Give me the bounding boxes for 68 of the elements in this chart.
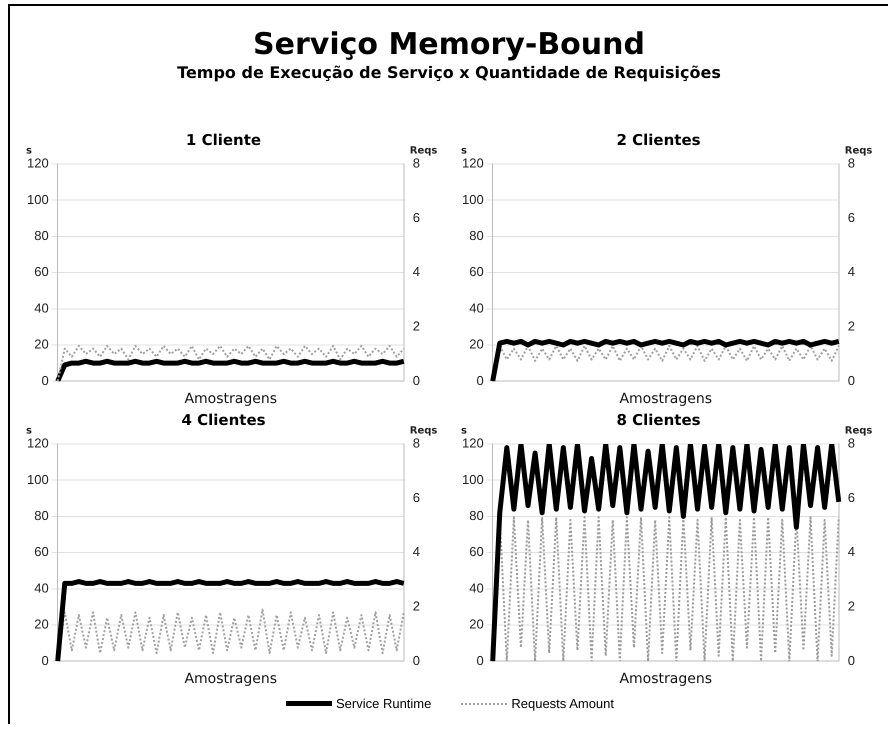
y-axis-title: s <box>26 146 32 157</box>
x-axis-title: Amostragens <box>184 671 278 688</box>
x-axis-title: Amostragens <box>619 671 712 688</box>
y2-tick-label: 2 <box>848 598 856 614</box>
y2-axis-title: Reqs <box>410 146 438 157</box>
text: Tempo de Execução de Serviço x Quantidade de Requisições <box>176 62 722 84</box>
chart-title: 1 Cliente <box>186 130 262 149</box>
y-tick-label: 100 <box>462 192 484 207</box>
chart-title: 8 Clientes <box>616 410 701 429</box>
text: Serviço Memory-Bound <box>252 27 646 62</box>
y-tick-label: 0 <box>41 372 49 388</box>
y2-tick-label: 6 <box>848 490 856 505</box>
y2-tick-label: 0 <box>412 652 420 668</box>
y2-tick-label: 0 <box>848 372 856 388</box>
chart-title: 4 Clientes <box>181 410 266 429</box>
y2-tick-label: 6 <box>848 210 856 225</box>
y2-tick-label: 2 <box>848 318 856 334</box>
y-tick-label: 60 <box>469 544 484 560</box>
x-axis-title: Amostragens <box>619 391 712 408</box>
y-tick-label: 60 <box>34 264 49 280</box>
y2-tick-label: 8 <box>848 436 856 451</box>
y2-tick-label: 4 <box>848 544 856 560</box>
y2-tick-label: 8 <box>848 156 856 171</box>
y-tick-label: 20 <box>34 616 49 632</box>
y-tick-label: 0 <box>476 652 484 668</box>
y-axis-title: s <box>26 426 32 437</box>
legend-label: Requests Amount <box>511 696 614 711</box>
y2-tick-label: 0 <box>848 652 856 668</box>
y-tick-label: 60 <box>34 544 49 560</box>
y-tick-label: 20 <box>34 336 49 352</box>
y-tick-label: 60 <box>469 264 484 280</box>
y-tick-label: 120 <box>26 156 49 171</box>
y2-tick-label: 2 <box>412 318 420 334</box>
y2-tick-label: 0 <box>412 372 420 388</box>
y-tick-label: 80 <box>34 508 49 523</box>
y-axis-title: s <box>461 146 467 157</box>
y-tick-label: 100 <box>462 472 484 487</box>
legend-label: Service Runtime <box>336 696 432 711</box>
y2-tick-label: 8 <box>412 156 420 171</box>
y-tick-label: 100 <box>26 192 49 207</box>
y-tick-label: 100 <box>26 472 49 487</box>
y2-tick-label: 4 <box>412 544 420 560</box>
y2-axis-title: Reqs <box>410 426 438 437</box>
chart-title: 2 Clientes <box>616 130 701 149</box>
y-tick-label: 40 <box>469 300 484 316</box>
y2-axis-title: Reqs <box>844 426 872 437</box>
y-tick-label: 80 <box>469 508 484 523</box>
y-tick-label: 120 <box>26 436 49 451</box>
y2-tick-label: 4 <box>848 264 856 280</box>
y2-axis-title: Reqs <box>844 146 872 157</box>
y-axis-title: s <box>461 426 467 437</box>
y2-tick-label: 6 <box>412 210 420 225</box>
y-tick-label: 20 <box>469 616 484 632</box>
y-tick-label: 20 <box>469 336 484 352</box>
y2-tick-label: 2 <box>412 598 420 614</box>
y-tick-label: 0 <box>41 652 49 668</box>
y-tick-label: 80 <box>469 228 484 243</box>
x-axis-title: Amostragens <box>184 391 278 408</box>
y-tick-label: 0 <box>476 372 484 388</box>
y-tick-label: 80 <box>34 228 49 243</box>
y2-tick-label: 6 <box>412 490 420 505</box>
y-tick-label: 40 <box>469 580 484 596</box>
y2-tick-label: 8 <box>412 436 420 451</box>
y-tick-label: 120 <box>462 156 484 171</box>
y-tick-label: 120 <box>462 436 484 451</box>
y-tick-label: 40 <box>34 300 49 316</box>
y-tick-label: 40 <box>34 580 49 596</box>
y2-tick-label: 4 <box>412 264 420 280</box>
